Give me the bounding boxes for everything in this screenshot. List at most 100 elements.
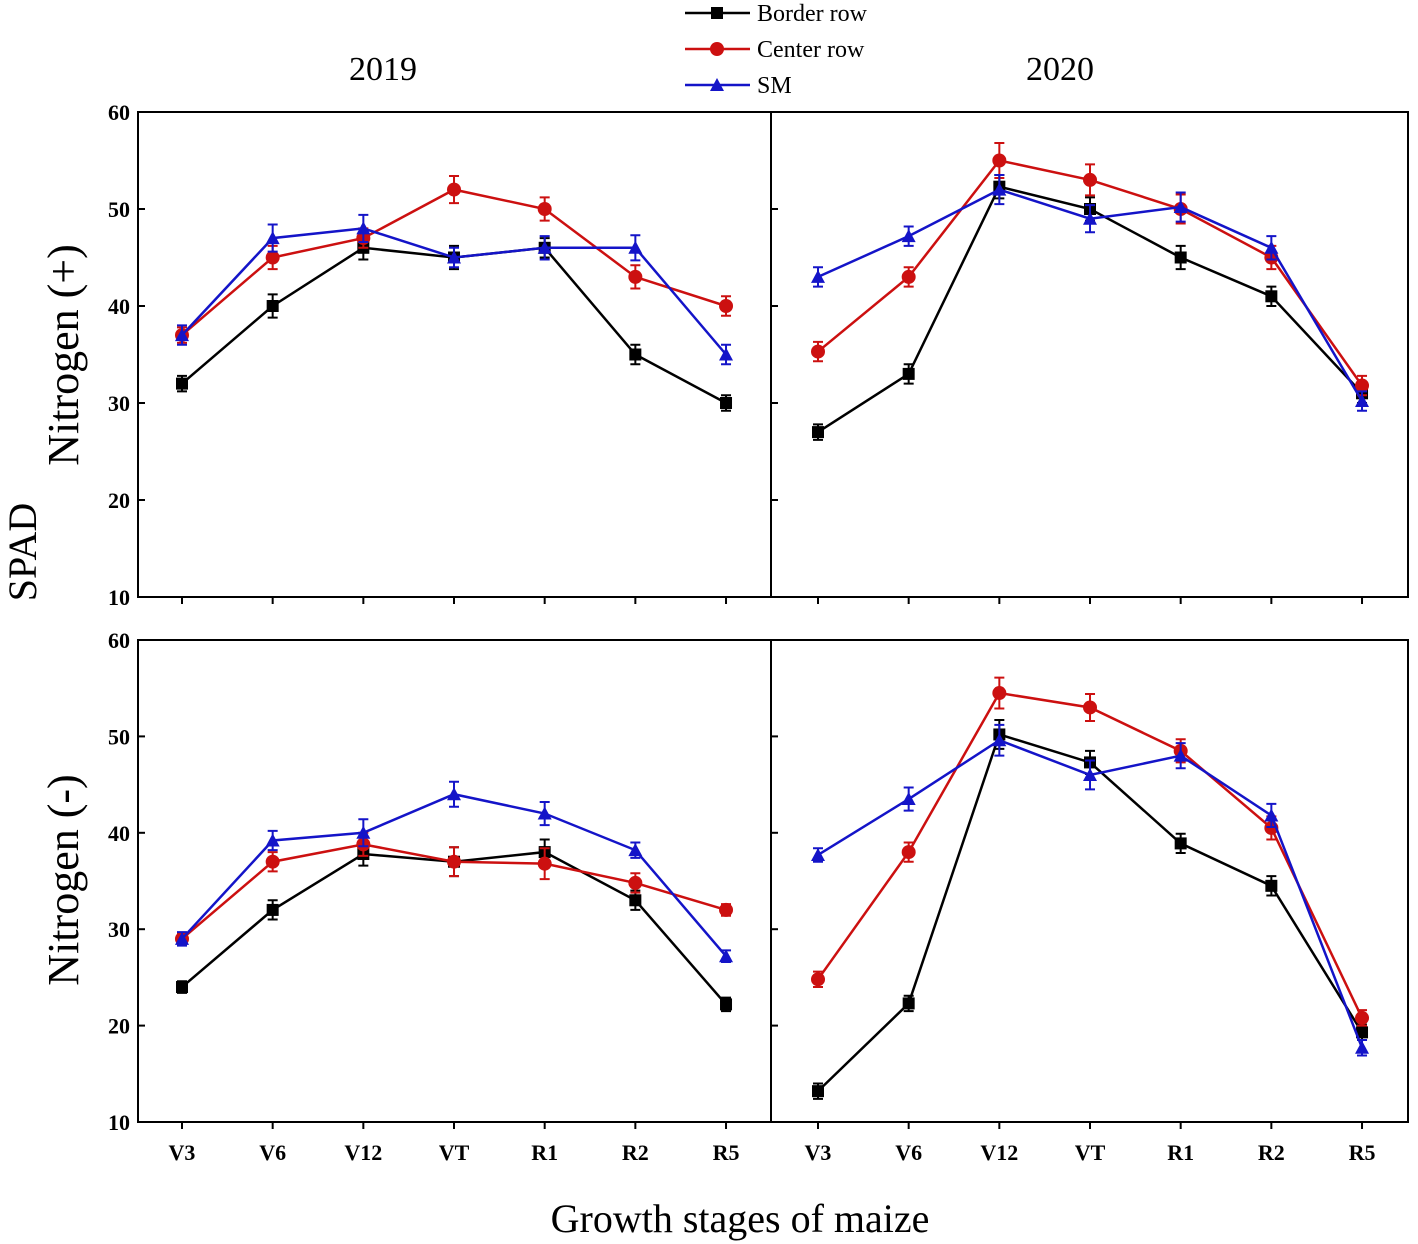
data-point-sm [1173,200,1188,214]
data-point-border-row [720,998,733,1011]
panel-2019-nitrogen-plus [175,175,734,412]
data-point-border-row [266,300,279,312]
data-point-border-row [1174,837,1187,850]
legend-label-sm: SM [757,73,792,99]
data-point-center-row [811,344,825,359]
y-tick-label: 10 [108,1110,130,1135]
data-point-sm [901,229,916,243]
x-tick-label-r5: R5 [713,1140,740,1165]
x-tick-label-r1: R1 [1167,1140,1194,1165]
data-point-center-row [1083,172,1098,187]
y-tick-label: 50 [108,197,130,222]
data-point-border-row [629,348,642,361]
data-point-sm [1264,808,1279,822]
series-line-border-row [181,246,727,405]
data-point-border-row [1265,879,1278,892]
data-point-border-row [812,1085,824,1098]
data-point-center-row [719,299,734,313]
data-point-sm [992,733,1007,747]
axes: 10 20 30 40 50 60 10 20 30 40 50 60 V3 V6 V12 VT R1 R2 R5 V… [108,100,1375,1165]
panel-frames [137,111,1409,1123]
legend-marker-sm [710,78,724,91]
series-line-center-row [816,691,1364,1019]
data-point-center-row [1355,378,1370,393]
data-point-sm [901,792,916,806]
y-tick-label: 30 [108,917,130,942]
y-tick-label: 60 [108,100,130,125]
data-point-border-row [1265,290,1278,303]
data-point-sm [1355,1040,1370,1054]
data-point-border-row [812,426,824,439]
data-point-center-row [628,875,643,890]
y-tick-label: 40 [108,821,130,846]
y-tick-label: 40 [108,294,130,319]
data-point-sm [992,182,1007,196]
data-point-sm [356,221,371,235]
legend-marker-border-row [711,7,723,19]
column-title-2019: 2019 [349,51,417,88]
data-point-center-row [628,269,643,284]
data-point-center-row [992,686,1007,701]
data-point-center-row [265,854,280,869]
data-point-border-row [1174,251,1187,264]
x-tick-label-r2: R2 [622,1140,649,1165]
data-point-sm [265,833,280,847]
y-tick-label: 10 [108,585,130,610]
y-tick-label: 20 [108,1014,130,1039]
panel-2019-nitrogen-minus [175,780,734,1013]
data-point-center-row [447,182,462,197]
data-point-sm [628,843,643,857]
data-point-border-row [1356,1026,1369,1039]
data-point-sm [175,931,189,945]
data-point-center-row [901,845,916,860]
data-point-center-row [537,202,552,216]
x-tick-label-v3: V3 [805,1140,832,1165]
data-point-border-row [266,903,279,916]
x-tick-label-v6: V6 [895,1140,922,1165]
data-point-sm [1083,767,1098,781]
data-point-center-row [265,250,280,265]
x-tick-label-v12: V12 [980,1140,1018,1165]
data-point-center-row [1355,1010,1370,1025]
data-point-sm [811,847,825,861]
x-tick-label-v12: V12 [344,1140,382,1165]
y-tick-label: 60 [108,628,130,653]
row-label-nitrogen-minus: Nitrogen (-) [39,774,88,985]
data-point-border-row [176,981,188,994]
data-point-sm [1083,211,1098,225]
x-tick-label-v6: V6 [259,1140,286,1165]
data-point-sm [356,825,371,839]
chart-marks [175,142,1370,1100]
data-point-center-row [992,153,1007,168]
x-tick-label-vt: VT [1075,1140,1106,1165]
legend-marker-center-row [710,42,724,56]
y-tick-label: 30 [108,391,130,416]
data-point-border-row [902,367,915,380]
legend: Border row Center row SM [685,1,868,99]
data-point-border-row [629,894,642,907]
row-label-nitrogen-plus: Nitrogen (+) [39,244,88,466]
data-point-sm [447,787,462,801]
data-point-sm [265,231,280,245]
panel-2020-nitrogen-minus [811,676,1370,1100]
panel-frame-row-2 [137,639,1409,1123]
data-point-sm [175,328,189,342]
y-axis-label: SPAD [0,503,45,602]
data-point-border-row [902,997,915,1010]
data-point-border-row [176,377,188,390]
data-point-sm [628,240,643,254]
data-point-sm [1355,394,1370,408]
data-point-center-row [901,269,916,284]
data-point-sm [1264,240,1279,254]
data-point-center-row [811,972,825,987]
data-point-center-row [447,854,462,869]
data-point-sm [537,240,552,254]
column-title-2020: 2020 [1026,51,1094,88]
x-axis-label: Growth stages of maize [551,1196,930,1241]
y-tick-label: 50 [108,724,130,749]
data-point-sm [447,250,462,264]
y-tick-label: 20 [108,488,130,513]
x-tick-label-r2: R2 [1258,1140,1285,1165]
panel-frame-row-1 [137,111,1409,598]
